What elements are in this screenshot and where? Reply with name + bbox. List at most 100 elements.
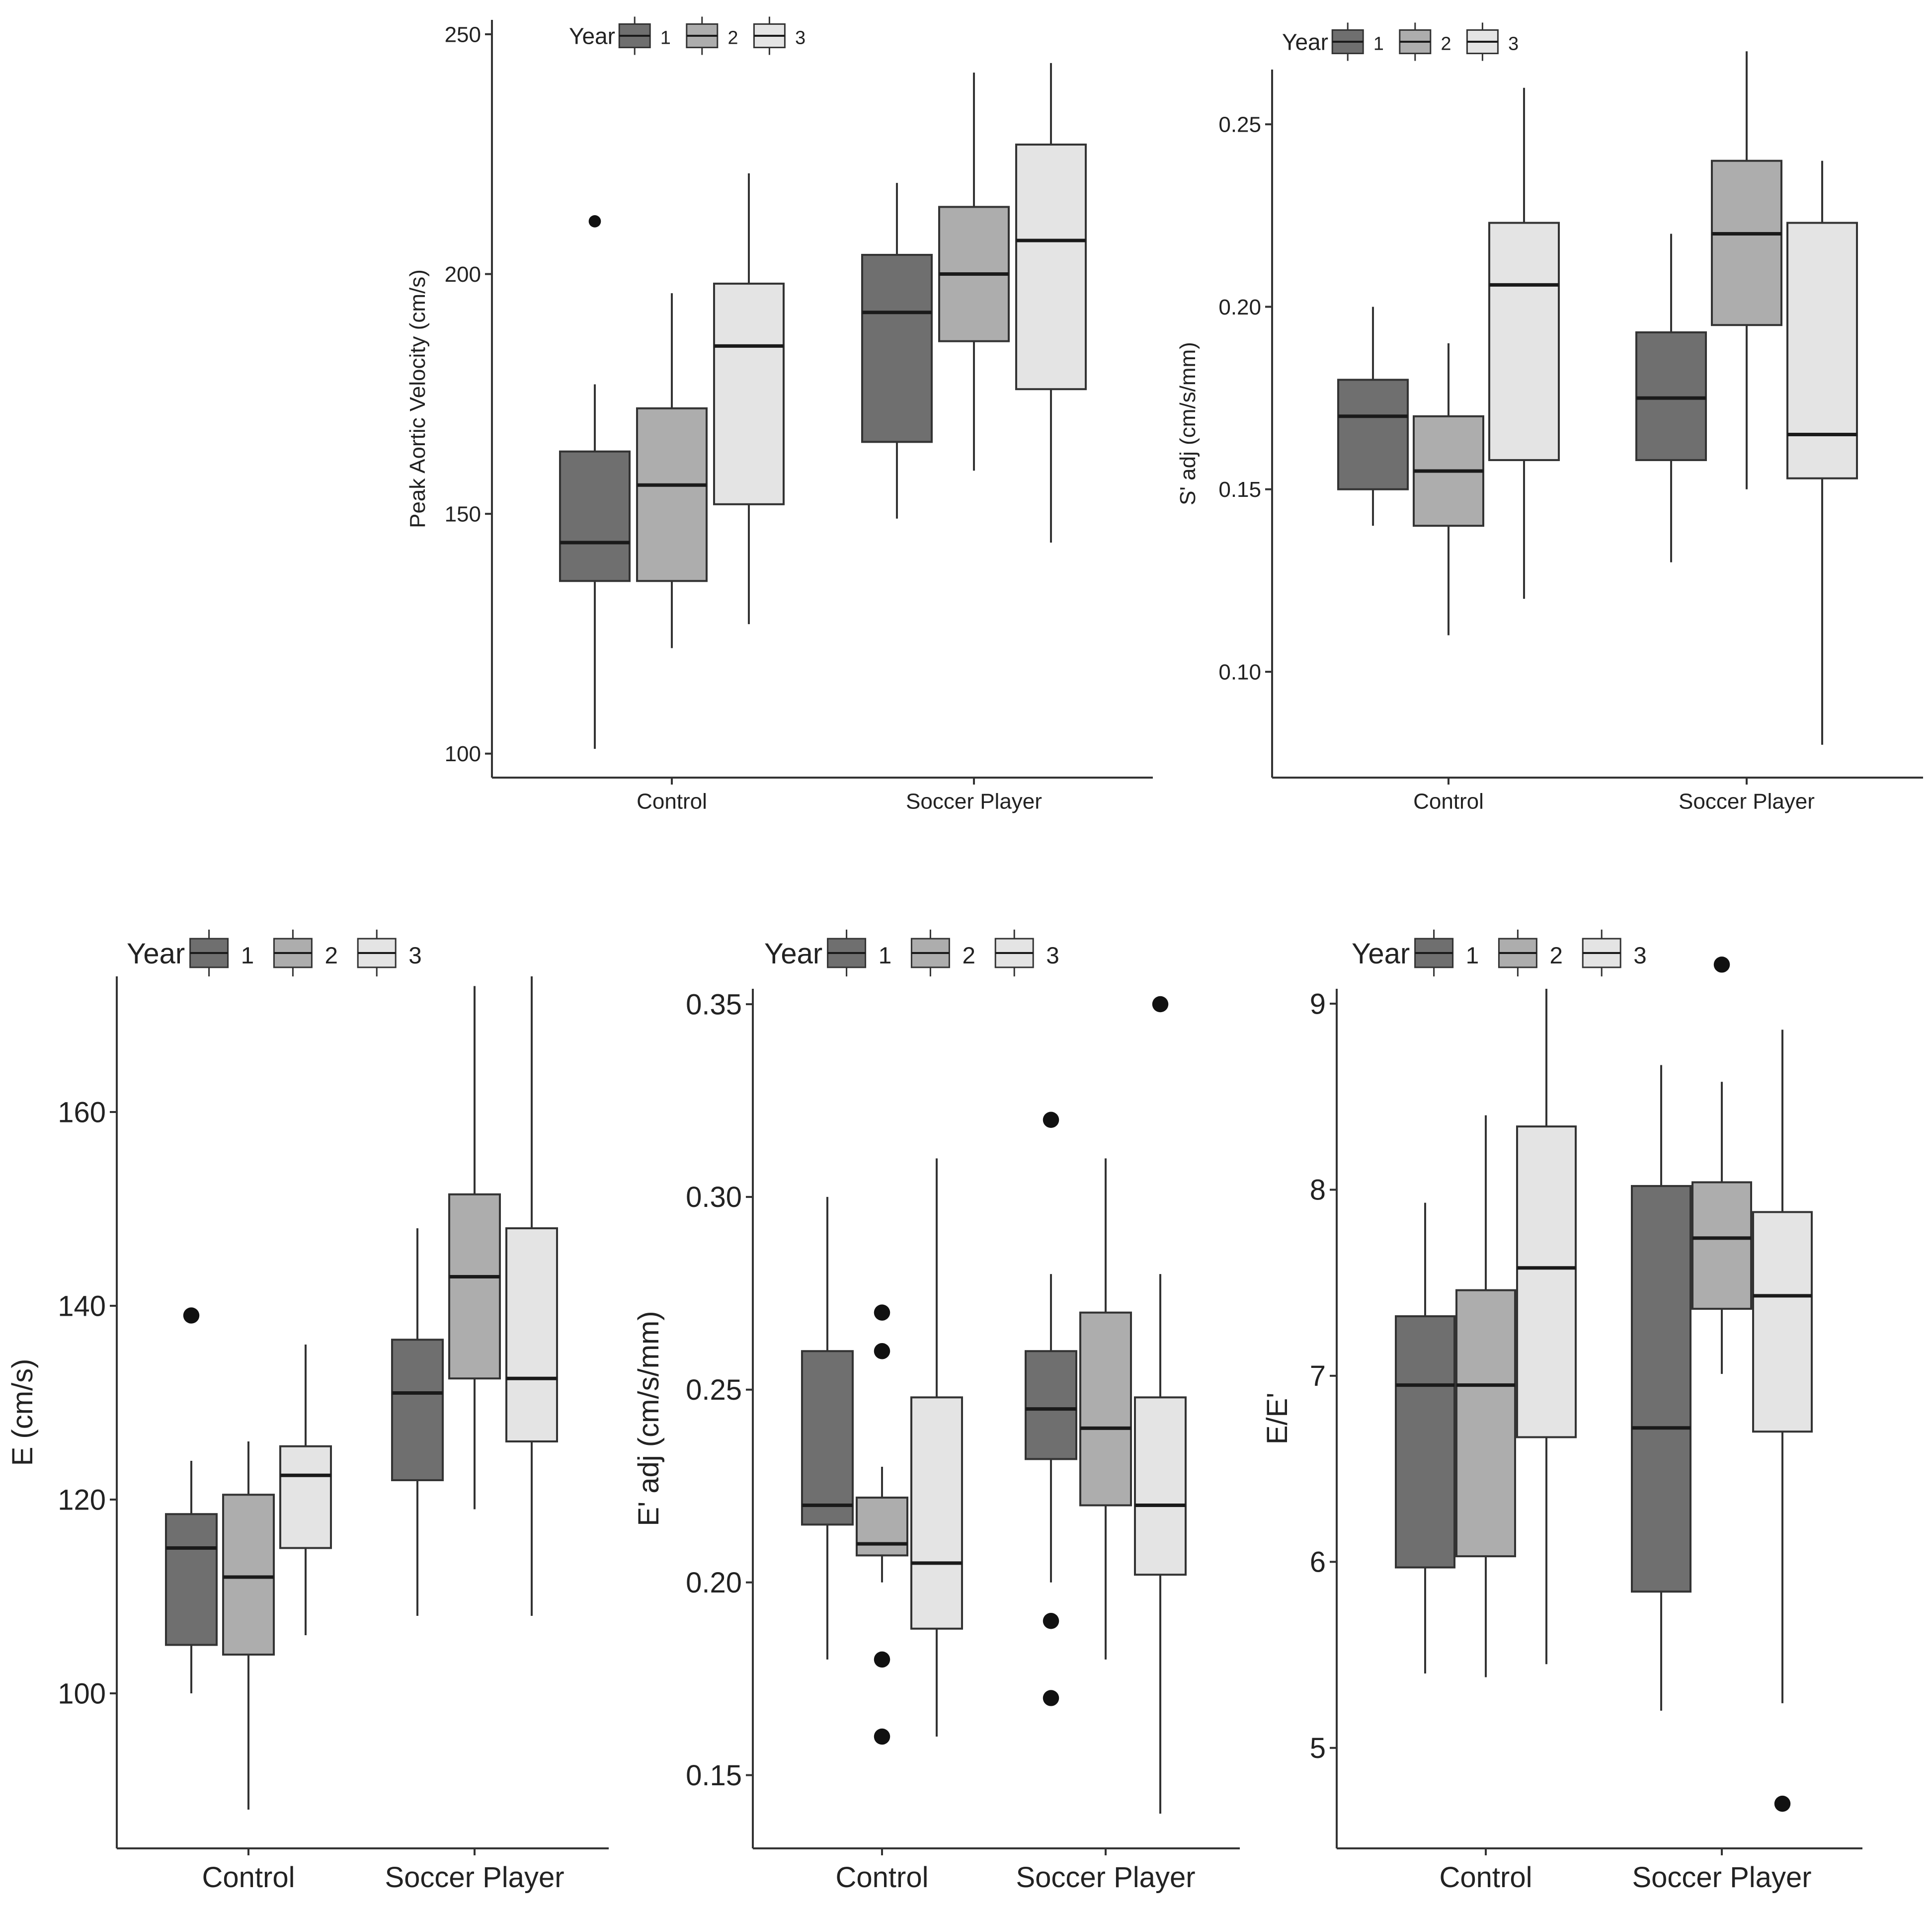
chart-panel-2: 0.10 0.15 0.20 0.25 Control Soccer Player S' a… [1176,22,1923,813]
box-soccer-player-year-1 [1635,234,1707,562]
legend-label: 2 [963,943,975,969]
legend-key-year-3 [994,929,1034,977]
legend-label: 1 [1373,33,1384,54]
box-iqr [505,1227,558,1442]
box-soccer-player-year-1 [1631,1065,1691,1711]
outlier-point [1713,956,1730,973]
legend: Year 1 2 3 [1352,929,1647,977]
y-tick-label: 9 [1310,988,1326,1020]
x-tick-label: Soccer Player [1632,1861,1811,1894]
x-tick-label: Control [637,789,707,813]
legend-key-year-1 [1331,22,1364,61]
legend-key-year-1 [827,929,867,977]
box-control-year-2 [1413,343,1484,636]
legend-label: 1 [879,943,891,969]
legend-key-year-3 [357,929,397,977]
outlier-point [588,215,601,228]
box-iqr [1516,1125,1577,1438]
y-tick-label: 200 [445,262,481,287]
y-tick-label: 0.35 [686,988,742,1021]
box-soccer-player-year-3 [1752,1030,1813,1812]
y-tick-label: 0.15 [686,1759,742,1792]
box-control-year-3 [1488,87,1560,599]
y-tick-label: 150 [445,502,481,527]
legend-label: 2 [325,943,338,969]
outlier-point [1152,996,1169,1013]
box-control-year-3 [910,1158,963,1737]
box-iqr [279,1445,332,1549]
box-control-year-3 [713,173,785,625]
y-axis-title: E' adj (cm/s/mm) [633,1311,665,1526]
legend-key-year-2 [686,16,719,55]
box-soccer-player-year-1 [391,1228,444,1616]
y-tick-label: 5 [1310,1732,1326,1764]
box-iqr [713,282,785,505]
box-soccer-player-year-3 [1134,996,1187,1814]
outlier-point [183,1307,200,1324]
legend-key-year-2 [273,929,313,977]
x-tick-label: Soccer Player [1679,789,1815,813]
legend: Year 1 2 3 [569,16,805,55]
box-iqr [391,1339,444,1481]
box-control-year-2 [636,293,708,648]
legend-title: Year [1282,29,1328,55]
outlier-point [874,1651,890,1668]
legend-label: 1 [241,943,254,969]
box-soccer-player-year-2 [1711,51,1782,489]
box-control-year-2 [856,1304,908,1745]
box-control-year-1 [1395,1202,1455,1674]
legend-key-year-3 [1582,929,1621,977]
y-tick-label: 120 [58,1484,106,1516]
box-control-year-3 [279,1345,332,1635]
legend-title: Year [127,938,185,970]
legend: Year 1 2 3 [764,929,1059,977]
outlier-point [1043,1613,1059,1629]
x-tick-label: Control [1440,1861,1532,1894]
box-soccer-player-year-2 [1079,1158,1132,1660]
box-control-year-1 [559,215,631,749]
legend-key-year-1 [618,16,651,55]
y-tick-label: 0.10 [1218,660,1261,684]
legend-key-year-2 [1498,929,1537,977]
box-iqr [222,1494,275,1656]
y-tick-label: 0.20 [1218,295,1261,319]
outlier-point [874,1304,890,1321]
box-iqr [636,407,708,582]
y-tick-label: 140 [58,1290,106,1322]
box-iqr [1337,379,1409,490]
legend-label: 2 [1441,33,1451,54]
box-soccer-player-year-1 [1025,1112,1077,1706]
box-iqr [1015,143,1087,391]
y-axis-title: E/E' [1261,1393,1293,1445]
legend-label: 1 [1466,943,1479,969]
box-soccer-player-year-2 [938,73,1010,471]
x-tick-label: Control [202,1861,295,1894]
legend-label: 3 [1508,33,1519,54]
box-iqr [856,1497,908,1557]
box-control-year-2 [222,1441,275,1810]
chart-panel-4: 0.15 0.20 0.25 0.30 0.35 Control Soccer Player… [633,929,1240,1894]
legend: Year 1 2 3 [1282,22,1519,61]
legend-key-year-2 [1399,22,1432,61]
box-iqr [861,253,933,443]
box-control-year-3 [1516,989,1577,1665]
legend-label: 3 [408,943,421,969]
box-iqr [165,1513,218,1646]
outlier-point [1043,1112,1059,1128]
y-tick-label: 100 [445,742,481,766]
box-soccer-player-year-2 [1691,956,1752,1374]
legend-title: Year [569,23,615,49]
box-iqr [1079,1311,1132,1507]
box-iqr [1786,222,1858,479]
box-iqr [1134,1396,1187,1576]
legend-key-year-1 [1414,929,1454,977]
box-soccer-player-year-3 [505,976,558,1616]
chart-panel-1: 100 150 200 250 Control Soccer Player Peak Aor… [405,16,1153,813]
legend: Year 1 2 3 [127,929,422,977]
box-iqr [1025,1350,1077,1460]
outlier-point [874,1343,890,1359]
box-iqr [1395,1315,1455,1569]
outlier-point [874,1728,890,1745]
box-iqr [559,450,631,582]
legend-label: 3 [795,27,805,48]
